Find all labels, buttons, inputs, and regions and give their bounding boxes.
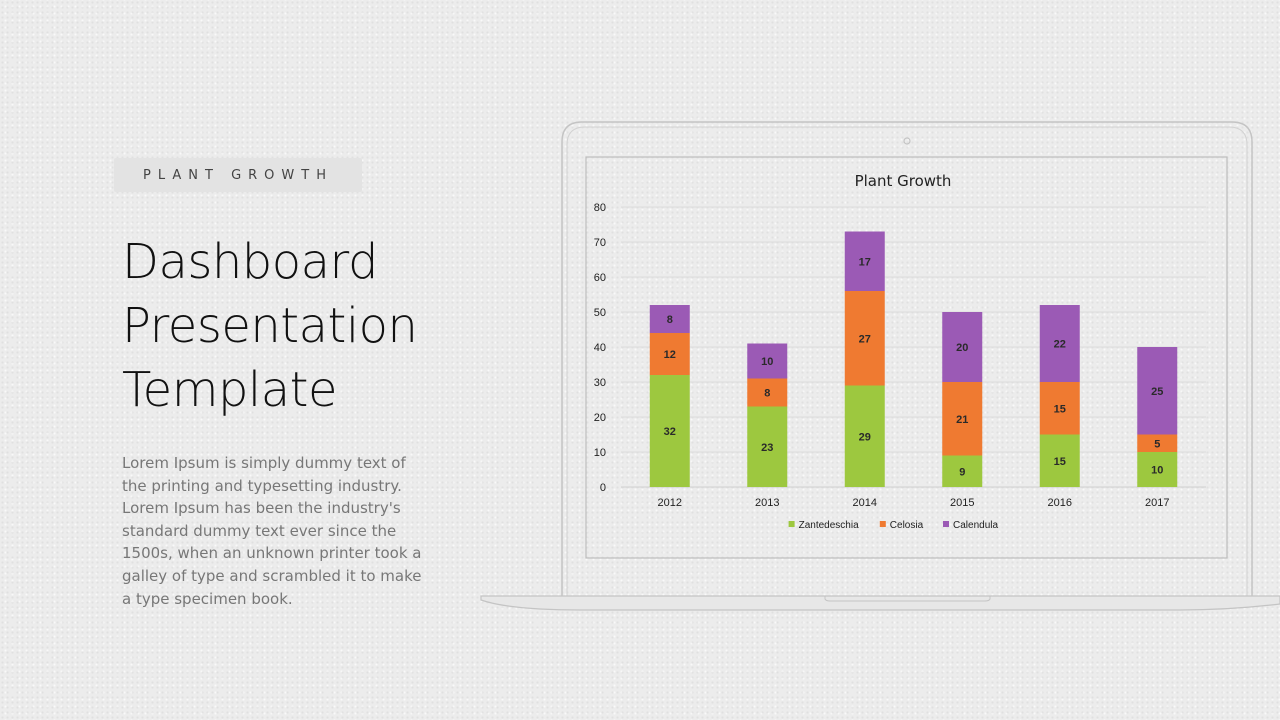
data-label: 17	[859, 256, 871, 268]
legend-swatch	[879, 521, 886, 527]
bar-segment	[1137, 347, 1178, 435]
bar-segment	[747, 343, 788, 379]
data-label: 21	[956, 414, 968, 426]
data-label: 12	[664, 349, 676, 361]
bar-segment	[1039, 382, 1080, 435]
laptop-lid-outline	[561, 121, 1253, 596]
bar-segment	[942, 382, 983, 456]
bar-segment	[942, 455, 983, 487]
data-label: 5	[1154, 438, 1160, 450]
laptop-notch	[824, 596, 991, 602]
bar-segment	[649, 375, 690, 487]
x-tick-label: 2014	[853, 497, 877, 509]
legend-swatch	[788, 521, 795, 527]
y-tick-label: 20	[594, 412, 606, 424]
y-tick-label: 10	[594, 447, 606, 459]
title-line-2: Presentation	[122, 298, 418, 354]
x-tick-label: 2012	[658, 497, 682, 509]
bar-segment	[1137, 452, 1178, 487]
bar-segment	[747, 378, 788, 407]
legend-label: Celosia	[890, 520, 924, 531]
y-tick-label: 80	[594, 202, 606, 214]
bar-chart: Plant Growth 0 10 20 30 40 50 60 70 80 32 12 8 23 8 1…	[594, 172, 1206, 531]
y-tick-label: 70	[594, 237, 606, 249]
title-line-1: Dashboard	[122, 234, 378, 290]
bars	[649, 231, 1178, 487]
data-label: 10	[761, 356, 773, 368]
data-label: 32	[664, 426, 676, 438]
body-paragraph: Lorem Ipsum is simply dummy text of the …	[122, 454, 422, 608]
data-label: 27	[859, 333, 871, 345]
laptop-lid-inner-outline	[566, 126, 1248, 596]
data-label: 8	[764, 388, 770, 400]
chart-title: Plant Growth	[855, 172, 952, 190]
x-tick-label: 2017	[1145, 497, 1169, 509]
laptop-camera	[903, 137, 911, 145]
legend: Zantedeschia Celosia Calendula	[788, 520, 998, 531]
bar-segment	[747, 406, 788, 487]
data-labels: 32 12 8 23 8 10 29 27 17 9 21 20 15 15 22 10 5 25	[664, 256, 1164, 478]
bar-segment	[1039, 305, 1080, 382]
x-tick-label: 2016	[1048, 497, 1072, 509]
data-label: 25	[1151, 386, 1163, 398]
bar-segment	[844, 291, 885, 386]
laptop-screen	[585, 156, 1228, 559]
y-tick-label: 60	[594, 272, 606, 284]
data-label: 22	[1054, 339, 1066, 351]
data-label: 15	[1054, 456, 1066, 468]
data-label: 29	[859, 431, 871, 443]
y-axis-ticks: 0 10 20 30 40 50 60 70 80	[594, 202, 606, 494]
bar-segment	[1137, 434, 1178, 452]
bar-segment	[649, 305, 690, 333]
y-tick-label: 50	[594, 307, 606, 319]
title-line-3: Template	[122, 362, 338, 418]
x-axis-ticks: 2012 2013 2014 2015 2016 2017	[658, 497, 1170, 509]
gridlines	[621, 206, 1206, 488]
data-label: 9	[959, 466, 965, 478]
x-tick-label: 2013	[755, 497, 779, 509]
section-tag: PLANT GROWTH	[114, 158, 362, 192]
data-label: 15	[1054, 403, 1066, 415]
bar-segment	[649, 333, 690, 375]
data-label: 23	[761, 442, 773, 454]
data-label: 10	[1151, 465, 1163, 477]
legend-label: Calendula	[953, 520, 998, 531]
bar-segment	[844, 385, 885, 487]
y-tick-label: 30	[594, 377, 606, 389]
x-tick-label: 2015	[950, 497, 974, 509]
bar-segment	[844, 231, 885, 291]
legend-label: Zantedeschia	[799, 520, 859, 531]
data-label: 20	[956, 342, 968, 354]
legend-swatch	[943, 521, 949, 527]
slide-title: Dashboard Presentation Template	[122, 230, 452, 422]
laptop-base	[480, 595, 1280, 611]
bar-segment	[1039, 434, 1080, 487]
y-tick-label: 0	[600, 482, 606, 494]
bar-segment	[942, 312, 983, 382]
data-label: 8	[667, 314, 673, 326]
y-tick-label: 40	[594, 342, 606, 354]
